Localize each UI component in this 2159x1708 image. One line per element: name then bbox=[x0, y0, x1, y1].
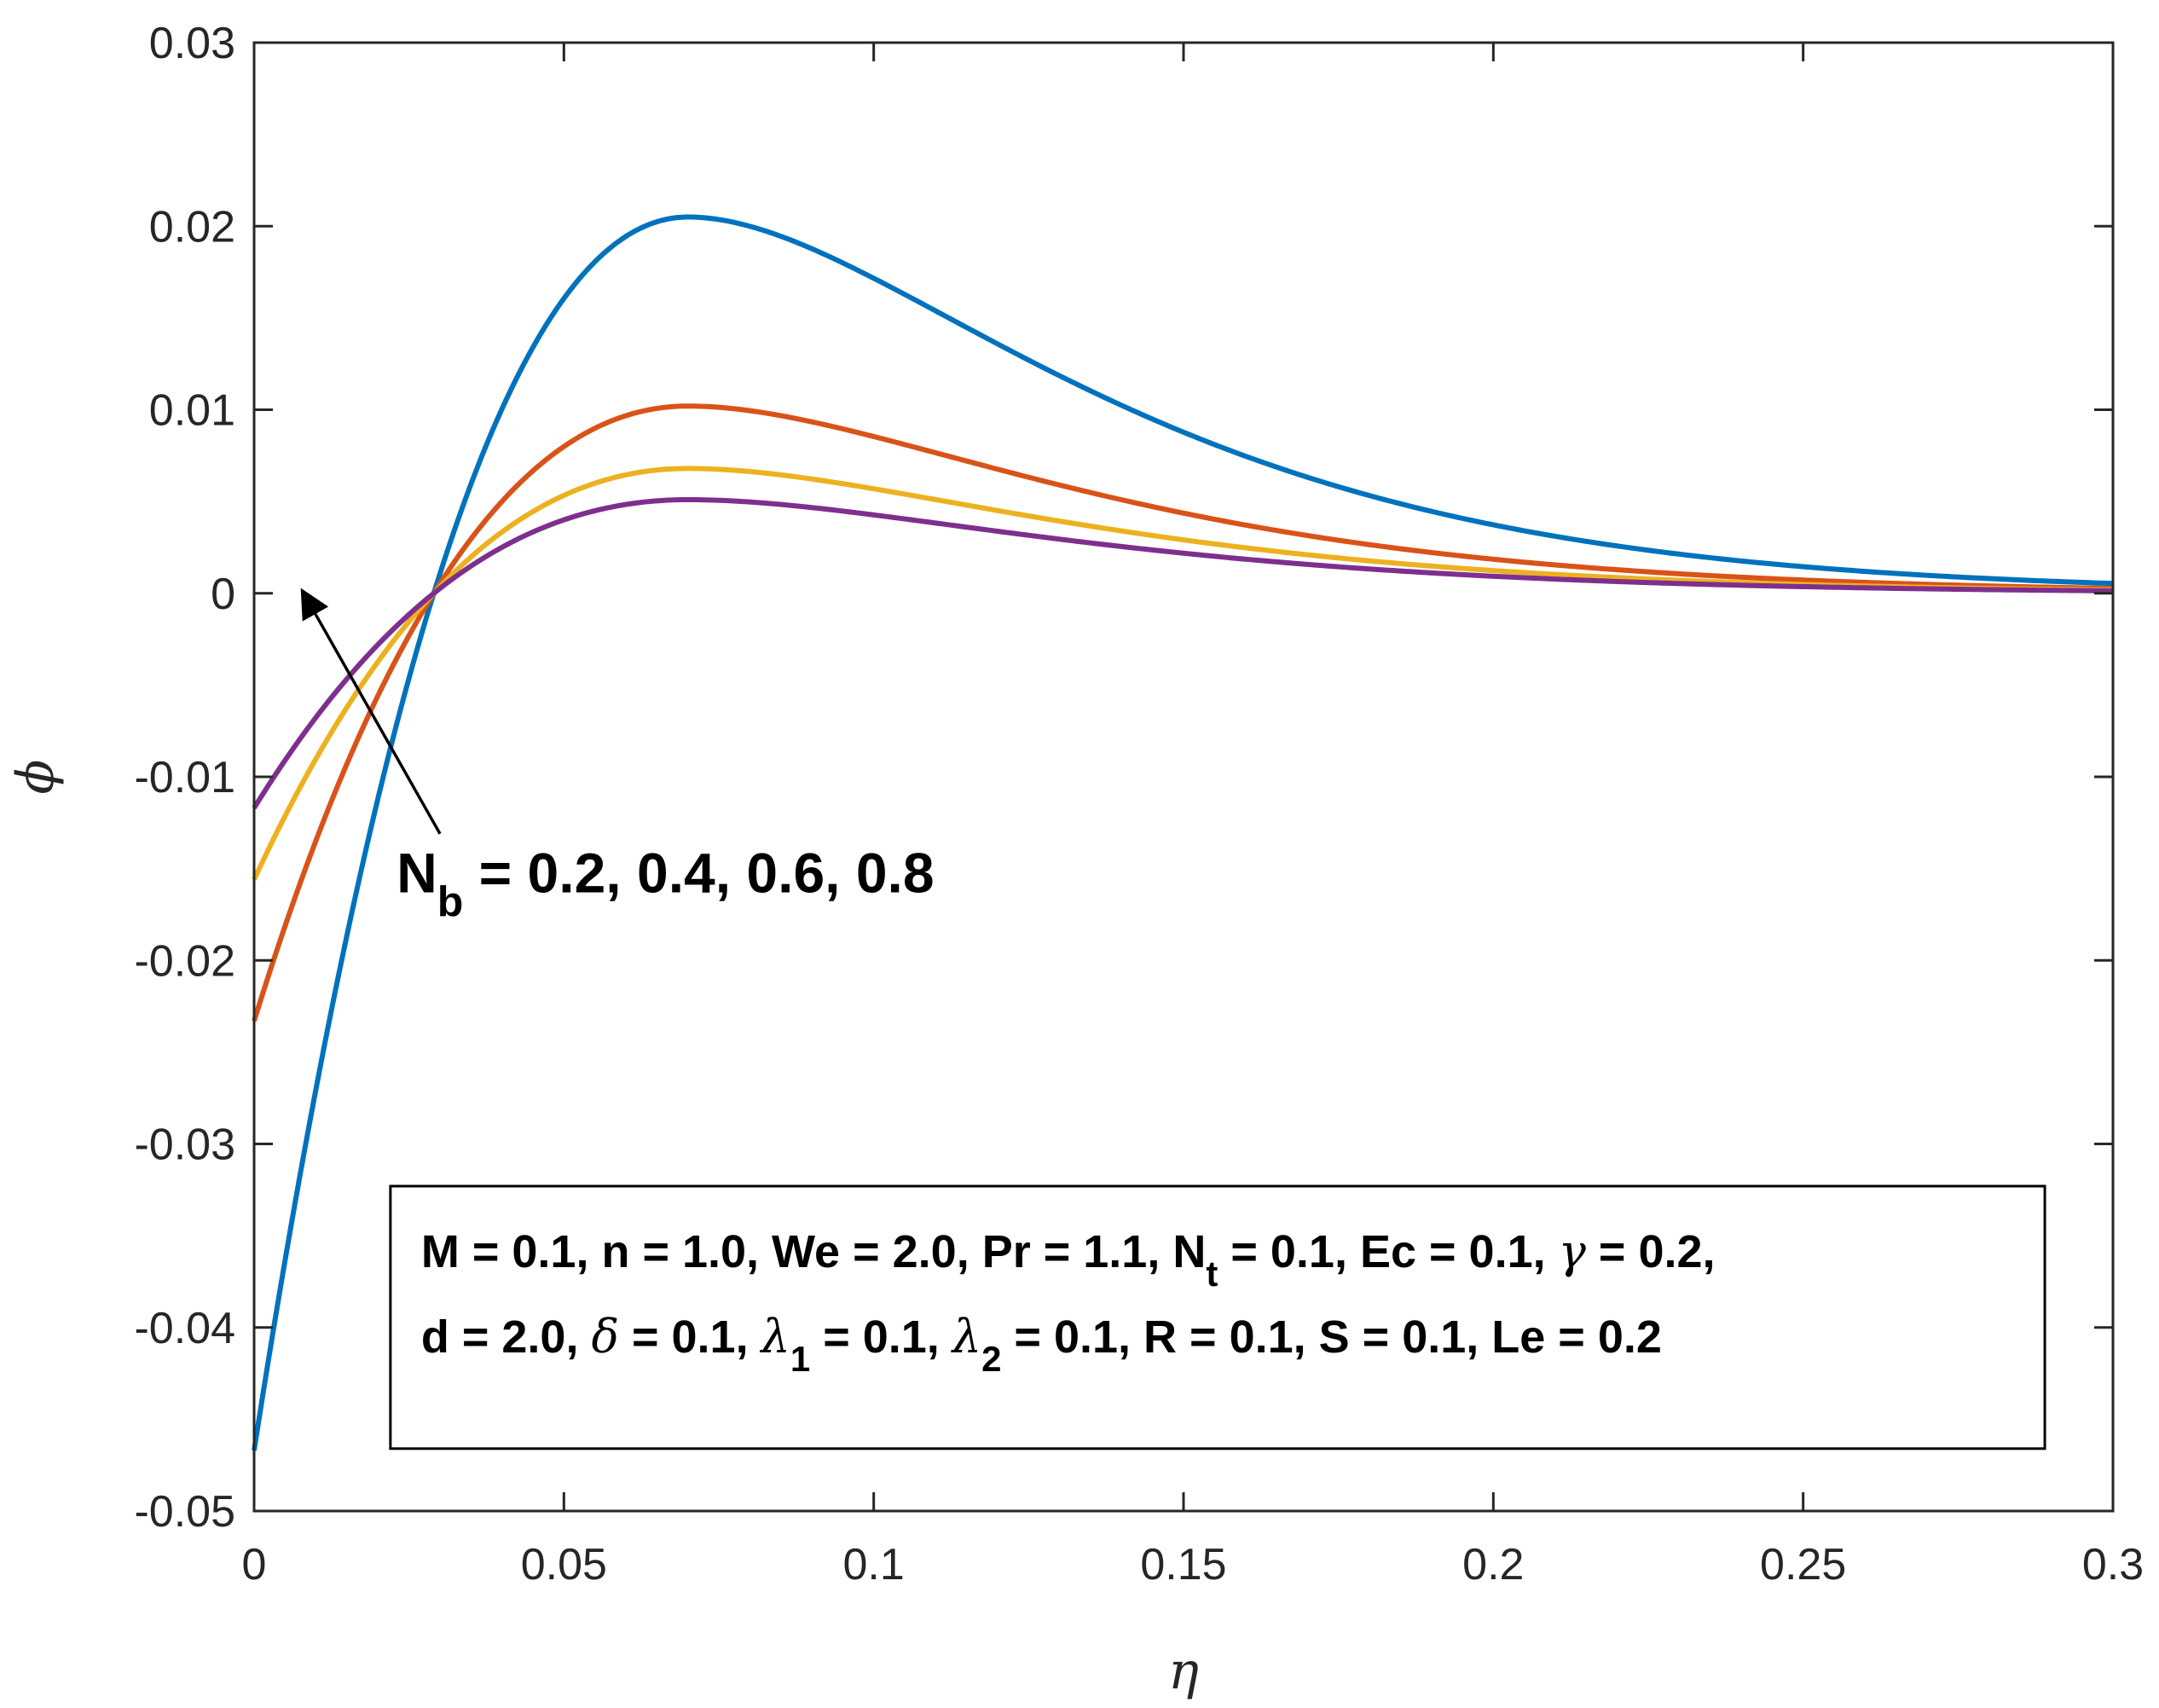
y-tick-label: -0.01 bbox=[134, 753, 235, 802]
x-tick-label: 0.15 bbox=[1140, 1540, 1226, 1589]
y-tick-label: -0.02 bbox=[134, 936, 235, 986]
x-tick-label: 0 bbox=[242, 1540, 267, 1589]
params-2c: = 0.1, bbox=[810, 1311, 952, 1363]
series-line bbox=[252, 496, 2114, 810]
parameters-box bbox=[389, 1184, 2046, 1450]
series-line bbox=[252, 214, 2114, 1451]
x-tick-labels: 0 0.05 0.1 0.15 0.2 0.25 0.3 bbox=[242, 1540, 2145, 1589]
x-tick-label: 0.1 bbox=[843, 1540, 905, 1589]
params-2d: = 0.1, R = 0.1, S = 0.1, Le = 0.2 bbox=[1001, 1311, 1661, 1363]
params-gamma: γ bbox=[1559, 1225, 1587, 1278]
series-line bbox=[252, 403, 2114, 1022]
y-tick-label: -0.05 bbox=[134, 1487, 235, 1537]
x-tick-label: 0.3 bbox=[2082, 1540, 2144, 1589]
y-tick-label: -0.03 bbox=[134, 1120, 235, 1170]
nb-values: = 0.2, 0.4, 0.6, 0.8 bbox=[463, 842, 934, 905]
y-tick-label: 0.02 bbox=[149, 202, 235, 252]
params-lambda1: λ bbox=[760, 1310, 790, 1364]
nb-prefix: N bbox=[396, 842, 437, 905]
nb-trend-arrow bbox=[300, 588, 442, 835]
y-tick-labels: -0.05 -0.04 -0.03 -0.02 -0.01 0 0.01 0.02 0.03 bbox=[134, 19, 235, 1537]
parameters-line-2: d = 2.0, δ = 0.1, λ1 = 0.1, λ2 = 0.1, R … bbox=[421, 1310, 1662, 1379]
y-axis-label: ϕ bbox=[6, 760, 66, 795]
params-lambda1-sub: 1 bbox=[790, 1339, 810, 1379]
ticks bbox=[252, 41, 2115, 1513]
nb-subscript: b bbox=[437, 878, 464, 926]
params-1c: = 0.2, bbox=[1586, 1226, 1716, 1277]
y-tick-label: 0.03 bbox=[149, 19, 235, 68]
x-tick-label: 0.05 bbox=[521, 1540, 607, 1589]
x-tick-label: 0.25 bbox=[1760, 1540, 1846, 1589]
y-tick-label: 0.01 bbox=[149, 386, 235, 436]
params-delta: δ bbox=[591, 1310, 619, 1364]
curves bbox=[252, 214, 2114, 1451]
params-1b: = 0.1, Ec = 0.1, bbox=[1218, 1226, 1558, 1277]
params-lambda2: λ bbox=[951, 1310, 981, 1364]
params-2b: = 0.1, bbox=[619, 1311, 761, 1363]
y-tick-label: -0.04 bbox=[134, 1304, 235, 1353]
x-tick-label: 0.2 bbox=[1462, 1540, 1524, 1589]
params-1a: M = 0.1, n = 1.0, We = 2.0, Pr = 1.1, N bbox=[421, 1226, 1206, 1277]
y-tick-label: 0 bbox=[211, 570, 235, 619]
params-2a: d = 2.0, bbox=[421, 1311, 592, 1363]
nb-annotation: Nb = 0.2, 0.4, 0.6, 0.8 bbox=[396, 842, 934, 926]
params-nt-sub: t bbox=[1206, 1253, 1218, 1294]
parameters-line-1: M = 0.1, n = 1.0, We = 2.0, Pr = 1.1, Nt… bbox=[421, 1225, 1716, 1294]
params-lambda2-sub: 2 bbox=[981, 1339, 1001, 1379]
x-axis-label: η bbox=[1168, 1641, 1199, 1701]
